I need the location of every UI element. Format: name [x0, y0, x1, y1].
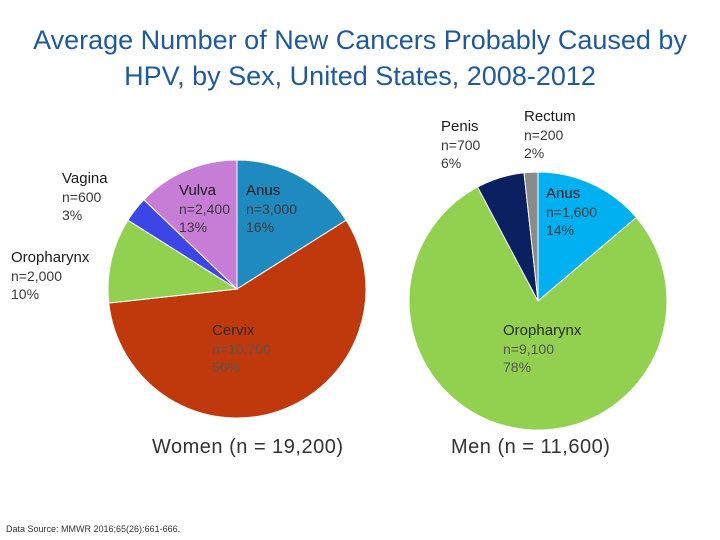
label-men-penis: Penis n=700 6% — [441, 118, 495, 172]
label-women-oropharynx-name: Oropharynx — [11, 249, 90, 266]
men-chart-caption: Men (n = 11,600) — [451, 436, 611, 458]
label-women-anus-n: n=3,000 — [246, 201, 297, 217]
label-women-anus-pct: 16% — [246, 219, 275, 235]
label-women-vagina-n: n=600 — [62, 189, 102, 205]
label-men-rectum-name: Rectum — [524, 108, 576, 125]
women-slice-vulva — [143, 159, 238, 291]
label-women-oropharynx-pct: 10% — [11, 286, 40, 302]
label-men-oropharynx-n: n=9,100 — [503, 341, 554, 357]
women-slice-anus — [236, 159, 347, 290]
women-slice-oropharynx — [107, 219, 239, 304]
label-women-vulva-n: n=2,400 — [179, 201, 230, 217]
label-men-rectum-n: n=200 — [524, 127, 564, 143]
label-women-oropharynx-n: n=2,000 — [11, 268, 62, 284]
label-women-vulva-pct: 13% — [179, 219, 208, 235]
label-women-anus: Anus n=3,000 16% — [246, 182, 297, 236]
label-men-penis-name: Penis — [441, 118, 479, 135]
label-men-anus-n: n=1,600 — [546, 204, 597, 220]
chart-title: Average Number of New Cancers Probably C… — [0, 22, 720, 94]
label-women-vagina: Vagina n=600 3% — [62, 170, 108, 224]
chart-title-line2: HPV, by Sex, United States, 2008-2012 — [124, 61, 596, 91]
women-slice-cervix — [108, 219, 367, 419]
label-women-vagina-pct: 3% — [62, 207, 83, 223]
men-slice-anus — [537, 171, 638, 303]
label-women-cervix: Cervix n=10,700 56% — [212, 322, 271, 376]
label-men-anus-pct: 14% — [546, 222, 575, 238]
label-men-oropharynx-pct: 78% — [503, 359, 532, 375]
label-men-rectum: Rectum n=200 2% — [524, 108, 576, 162]
label-women-vulva: Vulva n=2,400 13% — [179, 182, 230, 236]
women-chart-caption: Women (n = 19,200) — [152, 436, 344, 458]
label-men-penis-pct: 6% — [441, 155, 462, 171]
label-men-oropharynx-name: Oropharynx — [503, 322, 582, 339]
label-women-vulva-name: Vulva — [179, 182, 216, 199]
label-women-oropharynx: Oropharynx n=2,000 10% — [11, 249, 89, 303]
label-men-rectum-pct: 2% — [524, 145, 545, 161]
label-women-cervix-name: Cervix — [212, 322, 255, 339]
chart-title-line1: Average Number of New Cancers Probably C… — [33, 25, 687, 55]
label-women-cervix-pct: 56% — [212, 359, 241, 375]
label-men-penis-n: n=700 — [441, 137, 481, 153]
label-women-cervix-n: n=10,700 — [212, 341, 271, 357]
men-slice-rectum — [523, 171, 539, 302]
label-men-oropharynx: Oropharynx n=9,100 78% — [503, 322, 581, 376]
label-women-vagina-name: Vagina — [62, 170, 108, 187]
label-men-anus: Anus n=1,600 14% — [546, 185, 597, 239]
men-slice-oropharynx — [408, 186, 668, 431]
label-women-anus-name: Anus — [246, 182, 281, 199]
data-source-note: Data Source: MMWR 2016;65(26):661-666. — [6, 524, 181, 534]
label-men-anus-name: Anus — [546, 185, 581, 202]
